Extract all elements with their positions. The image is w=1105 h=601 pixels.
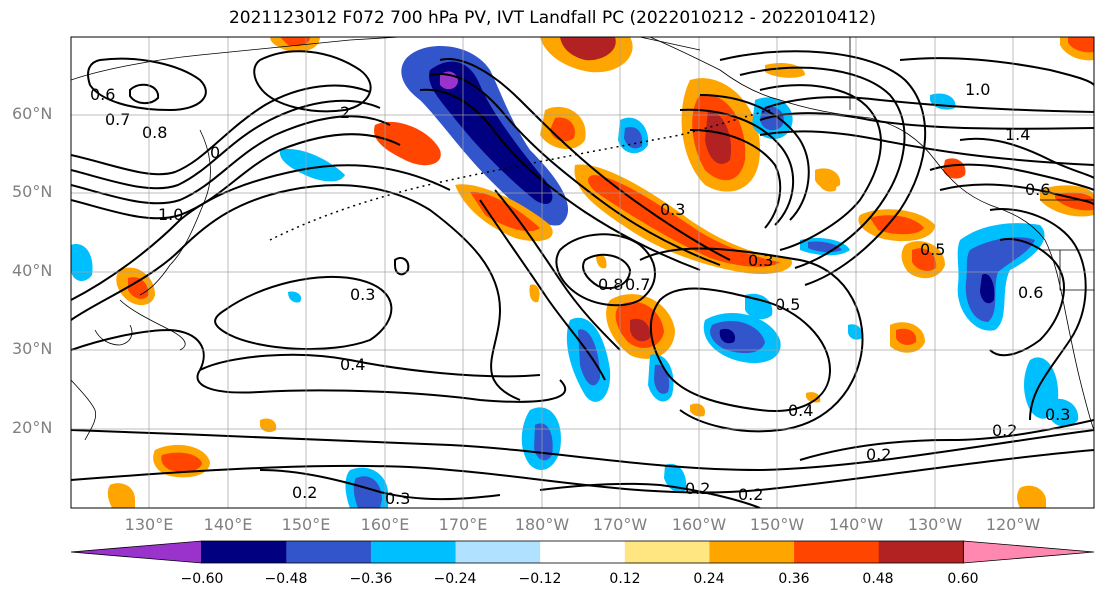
contour-label: 0.2 [738,485,763,504]
lon-label: 120°W [985,515,1041,534]
lon-label: 150°E [281,515,331,534]
contour-label: 0.3 [385,489,410,508]
lat-label: 50°N [12,182,53,201]
colorbar-segment [70,540,203,564]
contour-label: 0 [210,143,220,162]
colorbar-tick-label: 0.24 [693,571,725,587]
lon-label: 160°W [671,515,727,534]
lon-label: 170°W [592,515,648,534]
contour-label: 0.3 [1045,405,1070,424]
lat-label: 20°N [12,418,53,437]
lon-label: 130°E [124,515,174,534]
contour-label: 0.7 [105,110,130,129]
contour-label: 0.6 [90,85,115,104]
contour-label: 0.5 [920,240,945,259]
colorbar-outline [201,540,964,564]
graticule [71,37,1094,508]
lat-label: 40°N [12,261,53,280]
colorbar [70,540,1095,564]
lon-label: 140°E [203,515,253,534]
colorbar-segment [201,541,287,563]
colorbar-segment [794,541,880,563]
contour-label: 0.2 [866,445,891,464]
contour-label: 0.8 [142,123,167,142]
colorbar-tick-label: −0.36 [349,571,393,587]
contour-label: 0.7 [625,275,650,294]
colorbar-tick-label: 0.60 [947,571,979,587]
colorbar-tick-label: 0.48 [862,571,894,587]
contour-label: 0.3 [660,200,685,219]
colorbar-tick-label: −0.12 [518,571,562,587]
lon-label: 130°W [907,515,963,534]
colorbar-tick-label: −0.60 [180,571,224,587]
colorbar-segment [878,541,964,563]
colorbar-segment [455,541,541,563]
trajectory-dots [269,109,771,241]
coastlines [71,37,1094,441]
colorbar-segment [286,541,372,563]
colorbar-tick-label: 0.12 [609,571,641,587]
contour-label: 1.4 [1005,125,1030,144]
lon-label: 150°W [749,515,805,534]
contour-label: 0.5 [775,295,800,314]
lon-label: 180°W [514,515,570,534]
contour-label: 0.4 [340,355,365,374]
colorbar-segment [370,541,457,563]
lat-label: 30°N [12,339,53,358]
colorbar-segment [540,541,626,563]
pv-shading [71,37,1094,508]
contour-label: 0.3 [748,251,773,270]
contour-labels: 0.6 0.7 0.8 1.0 2 0 0.3 0.4 0.2 0.5 0.8 … [90,80,1070,508]
colorbar-segment [709,541,795,563]
lat-label: 60°N [12,104,53,123]
contour-label: 0.6 [1018,283,1043,302]
contour-label: 0.2 [292,483,317,502]
lon-label: 170°E [438,515,488,534]
contour-label: 2 [340,103,350,122]
contour-label: 0.8 [598,275,623,294]
contour-label: 0.3 [350,285,375,304]
contour-label: 1.0 [158,205,183,224]
contour-label: 0.6 [1025,180,1050,199]
colorbar-segment [624,541,710,563]
colorbar-segment [962,540,1095,564]
map-title: 2021123012 F072 700 hPa PV, IVT Landfall… [228,8,876,28]
colorbar-tick-label: −0.24 [433,571,477,587]
contour-label: 0.4 [788,401,813,420]
plot-frame [70,36,1095,509]
contour-label: 0.2 [685,479,710,498]
map-plot-area: 0.6 0.7 0.8 1.0 2 0 0.3 0.4 0.2 0.5 0.8 … [71,37,1094,508]
contour-label: 0.2 [992,421,1017,440]
colorbar-tick-label: 0.36 [778,571,810,587]
lon-label: 160°E [360,515,410,534]
colorbar-tick-label: −0.48 [264,571,308,587]
contour-label: 1.0 [965,80,990,99]
lon-label: 140°W [828,515,884,534]
